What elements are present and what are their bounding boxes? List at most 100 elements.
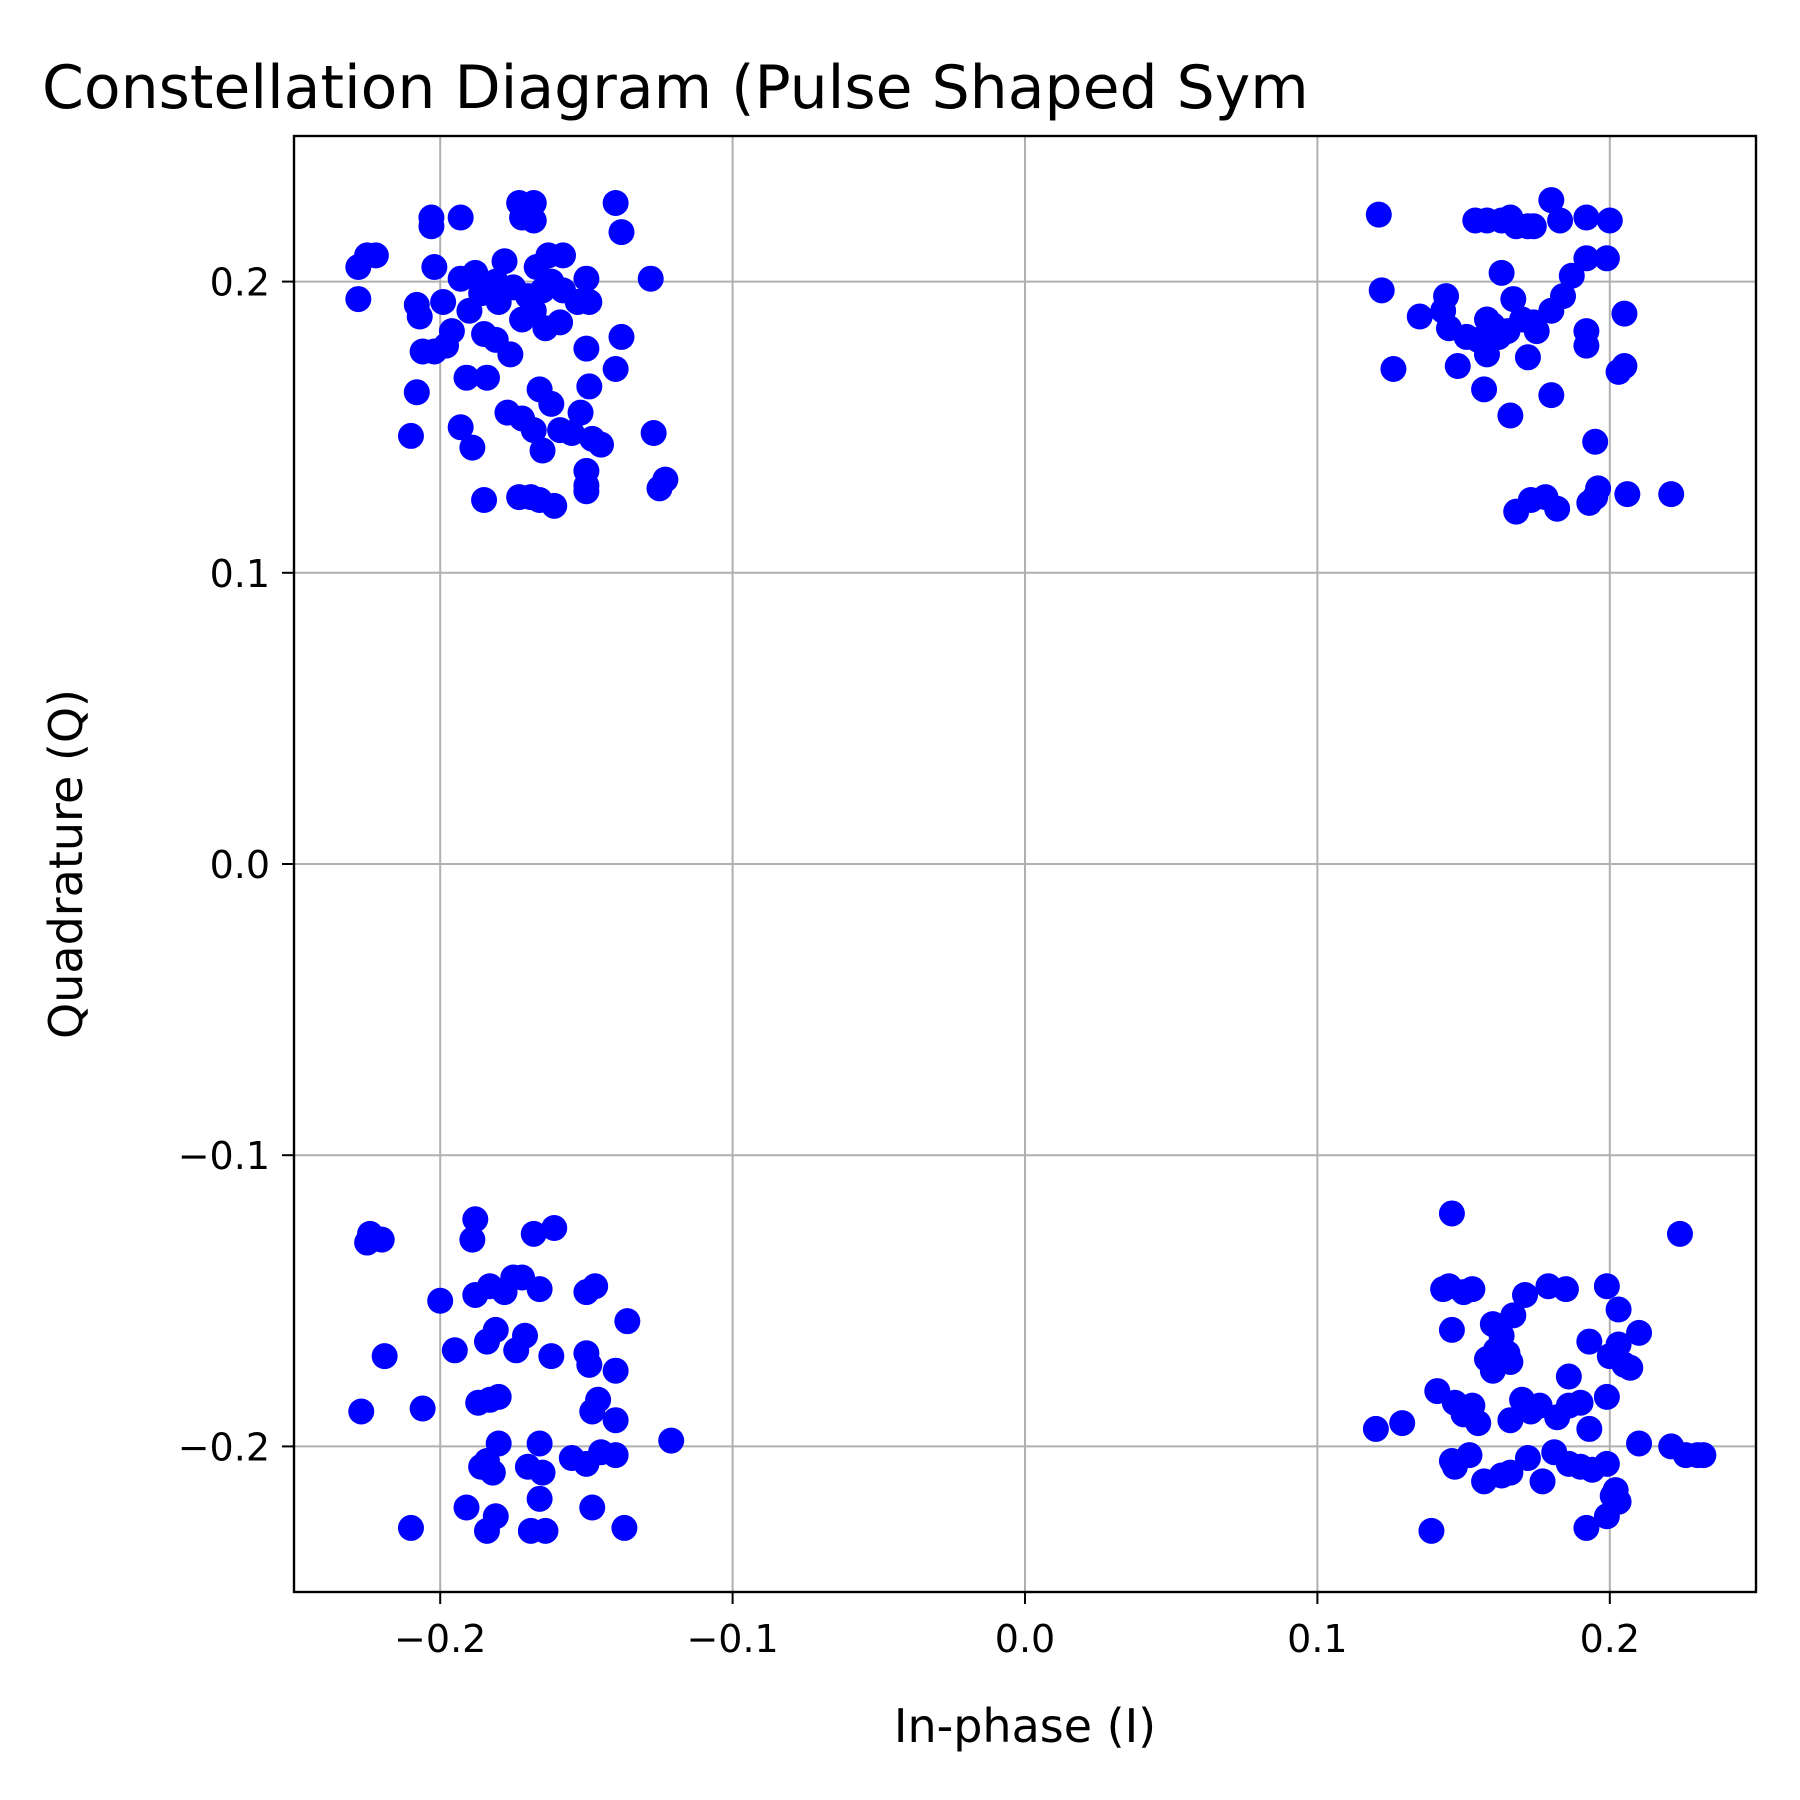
data-point: [1658, 481, 1685, 508]
data-point: [573, 265, 600, 292]
data-point: [1593, 1273, 1620, 1300]
data-point: [473, 1517, 500, 1544]
data-point: [1488, 259, 1515, 286]
data-point: [1555, 1363, 1582, 1390]
data-point: [1544, 495, 1571, 522]
data-point: [526, 1430, 553, 1457]
data-point: [1614, 481, 1641, 508]
data-point: [576, 1351, 603, 1378]
data-point: [1438, 1316, 1465, 1343]
data-point: [652, 466, 679, 493]
data-point: [447, 204, 474, 231]
data-point: [1573, 1514, 1600, 1541]
data-point: [1573, 332, 1600, 359]
data-point: [588, 431, 615, 458]
data-point: [1465, 1410, 1492, 1437]
data-point: [602, 189, 629, 216]
data-point: [453, 1494, 480, 1521]
x-axis-ticks: −0.2 −0.1 0.0 0.1 0.2: [394, 1592, 1640, 1661]
data-point: [473, 364, 500, 391]
chart-title: Constellation Diagram (Pulse Shaped Sym: [42, 53, 1309, 123]
data-point: [511, 1322, 538, 1349]
data-point: [1626, 1319, 1653, 1346]
data-point: [1666, 1220, 1693, 1247]
data-point: [1576, 1328, 1603, 1355]
data-point: [1497, 1459, 1524, 1486]
data-point: [576, 373, 603, 400]
data-point: [362, 242, 389, 269]
data-point: [541, 1215, 568, 1241]
x-tick-label: 0.2: [1580, 1617, 1640, 1661]
data-point: [348, 1398, 375, 1425]
data-point: [558, 420, 585, 447]
y-axis-ticks: −0.2 −0.1 0.0 0.1 0.2: [178, 261, 294, 1469]
data-point: [579, 1494, 606, 1521]
data-point: [532, 1517, 559, 1544]
data-point: [1512, 1281, 1539, 1308]
data-point: [1538, 187, 1565, 214]
data-point: [418, 213, 445, 240]
data-point: [1514, 344, 1541, 371]
x-tick-label: −0.1: [686, 1617, 778, 1661]
data-point: [1494, 318, 1521, 345]
data-point: [564, 288, 591, 315]
x-tick-label: 0.0: [995, 1617, 1055, 1661]
data-point: [473, 1328, 500, 1355]
data-point: [1547, 207, 1574, 234]
data-point: [529, 1459, 556, 1486]
data-point: [1380, 355, 1407, 382]
data-point: [611, 1514, 638, 1541]
data-point: [1567, 1389, 1594, 1416]
data-point: [1497, 402, 1524, 429]
data-point: [526, 1276, 553, 1303]
data-point: [1529, 1468, 1556, 1495]
data-point: [1573, 204, 1600, 231]
data-point: [1593, 1450, 1620, 1477]
data-point: [1599, 1482, 1626, 1509]
data-point: [526, 1485, 553, 1512]
data-point: [1523, 318, 1550, 345]
data-point: [550, 242, 577, 269]
data-point: [430, 288, 457, 315]
data-point: [1593, 1383, 1620, 1410]
data-point: [520, 417, 547, 444]
data-points: [345, 187, 1717, 1544]
data-point: [1593, 1503, 1620, 1530]
data-point: [465, 1389, 492, 1416]
x-tick-label: −0.2: [394, 1617, 486, 1661]
data-point: [1552, 1276, 1579, 1303]
data-point: [1389, 1410, 1416, 1437]
x-tick-label: 0.1: [1287, 1617, 1347, 1661]
data-point: [368, 1226, 395, 1253]
data-point: [1500, 286, 1527, 313]
data-point: [1444, 353, 1471, 380]
data-point: [345, 286, 372, 313]
data-point: [406, 303, 433, 330]
data-point: [1593, 245, 1620, 272]
data-point: [1582, 484, 1609, 511]
data-point: [1459, 1276, 1486, 1303]
data-point: [403, 379, 430, 406]
data-point: [1418, 1517, 1445, 1544]
data-point: [602, 355, 629, 382]
data-point: [421, 254, 448, 281]
data-point: [608, 323, 635, 350]
y-axis-label: Quadrature (Q): [39, 689, 93, 1039]
data-point: [1514, 1445, 1541, 1472]
data-point: [573, 478, 600, 505]
data-point: [1617, 1354, 1644, 1381]
data-point: [640, 420, 667, 447]
data-point: [441, 1337, 468, 1364]
data-point: [567, 399, 594, 426]
data-point: [1456, 1442, 1483, 1469]
data-point: [637, 265, 664, 292]
data-point: [573, 335, 600, 362]
data-point: [1576, 1415, 1603, 1442]
data-point: [538, 390, 565, 417]
data-point: [1473, 341, 1500, 368]
data-point: [1438, 1200, 1465, 1227]
data-point: [1626, 1430, 1653, 1457]
data-point: [447, 414, 474, 441]
